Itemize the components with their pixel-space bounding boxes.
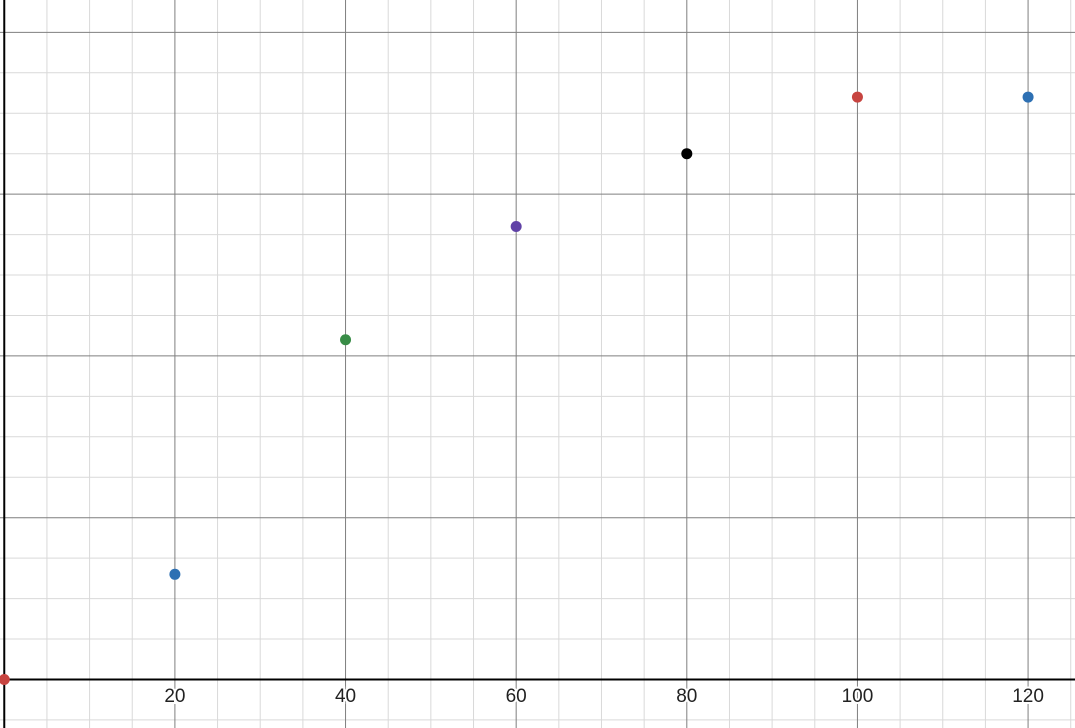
- data-point[interactable]: [340, 334, 352, 346]
- x-tick-label: 20: [164, 686, 185, 707]
- data-point[interactable]: [510, 220, 522, 232]
- tick-labels: 20406080100120204060800: [0, 20, 1046, 709]
- data-point[interactable]: [681, 148, 693, 160]
- data-point[interactable]: [851, 91, 863, 103]
- x-tick-label: 120: [1012, 686, 1044, 707]
- x-tick-label: 60: [506, 686, 527, 707]
- data-points: [0, 91, 1034, 685]
- x-tick-label: 40: [335, 686, 356, 707]
- data-point[interactable]: [0, 673, 10, 685]
- data-point[interactable]: [169, 568, 181, 580]
- x-tick-label: 100: [842, 686, 874, 707]
- data-point[interactable]: [1022, 91, 1034, 103]
- x-tick-label: 80: [676, 686, 697, 707]
